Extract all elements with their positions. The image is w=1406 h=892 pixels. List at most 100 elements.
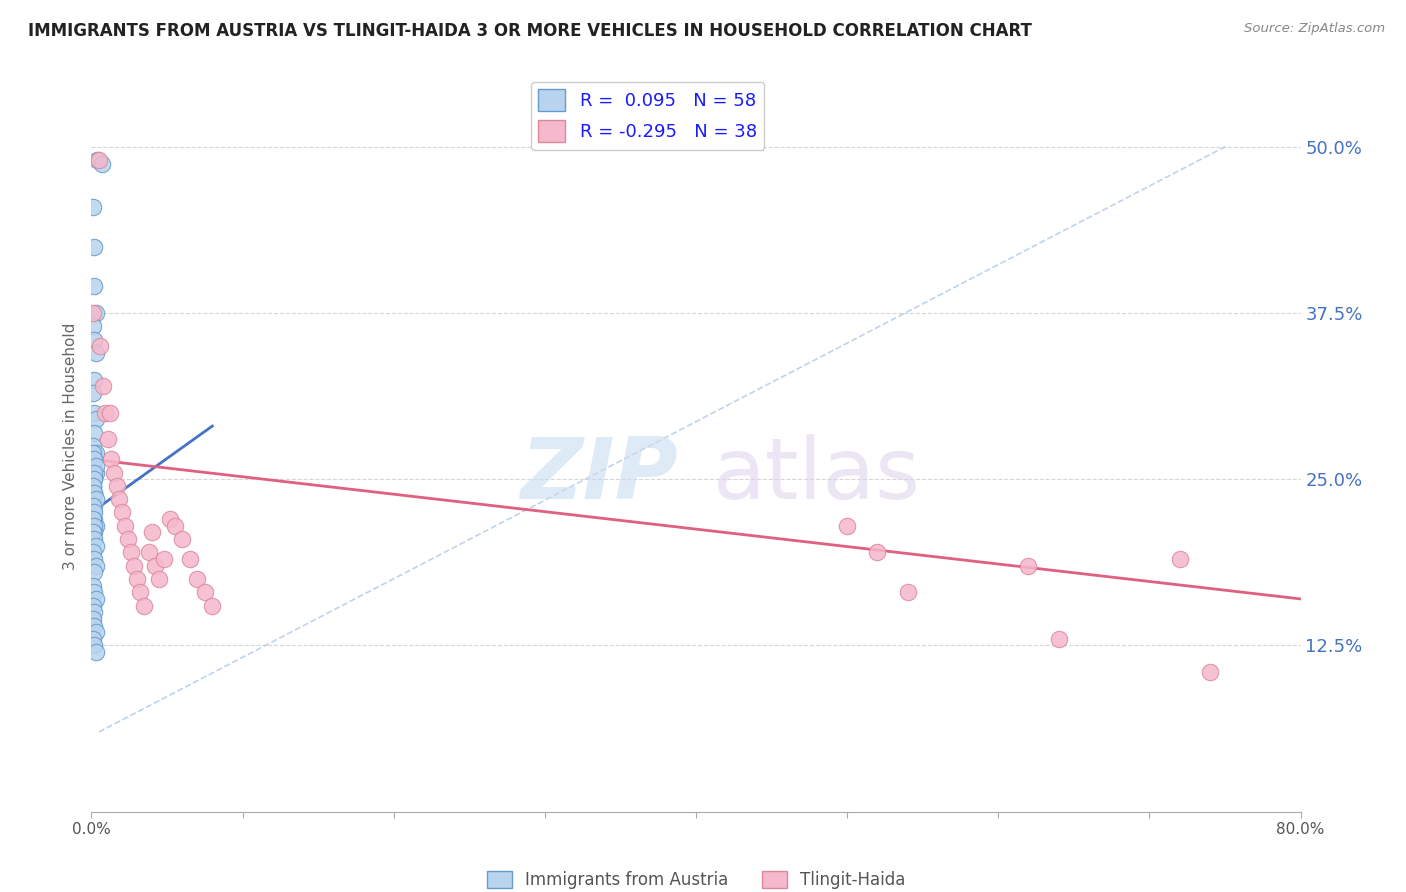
Point bbox=[83, 239, 105, 253]
Point bbox=[82, 632, 104, 646]
Point bbox=[83, 525, 105, 540]
Point bbox=[83, 532, 105, 546]
Point bbox=[82, 200, 104, 214]
Point bbox=[84, 306, 107, 320]
Point bbox=[128, 585, 150, 599]
Point bbox=[83, 605, 105, 619]
Point bbox=[84, 458, 107, 473]
Point bbox=[82, 525, 104, 540]
Point bbox=[83, 406, 105, 420]
Point bbox=[82, 445, 104, 459]
Point bbox=[897, 585, 920, 599]
Point bbox=[1018, 558, 1040, 573]
Point bbox=[83, 552, 105, 566]
Point bbox=[82, 306, 104, 320]
Point bbox=[83, 372, 105, 386]
Point bbox=[138, 545, 160, 559]
Point bbox=[134, 599, 156, 613]
Point bbox=[83, 499, 105, 513]
Point bbox=[83, 512, 105, 526]
Point bbox=[83, 566, 105, 580]
Point bbox=[82, 612, 104, 626]
Point bbox=[1047, 632, 1070, 646]
Point bbox=[107, 492, 129, 507]
Point bbox=[82, 579, 104, 593]
Point bbox=[1198, 665, 1220, 679]
Point bbox=[82, 479, 104, 493]
Point bbox=[83, 639, 105, 653]
Y-axis label: 3 or more Vehicles in Household: 3 or more Vehicles in Household bbox=[63, 322, 79, 570]
Point bbox=[186, 572, 208, 586]
Point bbox=[98, 406, 121, 420]
Point bbox=[82, 439, 104, 453]
Point bbox=[1168, 552, 1191, 566]
Point bbox=[84, 412, 107, 426]
Point bbox=[83, 333, 105, 347]
Point bbox=[163, 518, 186, 533]
Point bbox=[84, 492, 107, 507]
Point bbox=[82, 385, 104, 400]
Point bbox=[82, 512, 104, 526]
Point bbox=[94, 406, 117, 420]
Point bbox=[83, 485, 105, 500]
Point bbox=[153, 552, 176, 566]
Point bbox=[83, 506, 105, 520]
Point bbox=[84, 518, 107, 533]
Point bbox=[84, 625, 107, 640]
Point bbox=[82, 319, 104, 334]
Point bbox=[83, 485, 105, 500]
Point bbox=[84, 591, 107, 606]
Point bbox=[82, 599, 104, 613]
Point bbox=[82, 499, 104, 513]
Point bbox=[87, 153, 110, 167]
Point bbox=[83, 425, 105, 440]
Point bbox=[148, 572, 170, 586]
Point bbox=[83, 452, 105, 467]
Text: atlas: atlas bbox=[713, 434, 921, 516]
Point bbox=[82, 458, 104, 473]
Point bbox=[82, 506, 104, 520]
Point bbox=[97, 433, 120, 447]
Point bbox=[84, 645, 107, 659]
Point bbox=[120, 545, 142, 559]
Text: Source: ZipAtlas.com: Source: ZipAtlas.com bbox=[1244, 22, 1385, 36]
Point bbox=[201, 599, 224, 613]
Point bbox=[83, 518, 105, 533]
Point bbox=[83, 472, 105, 486]
Point bbox=[83, 452, 105, 467]
Point bbox=[83, 472, 105, 486]
Text: ZIP: ZIP bbox=[520, 434, 678, 516]
Point bbox=[83, 466, 105, 480]
Point bbox=[114, 518, 136, 533]
Point bbox=[84, 445, 107, 459]
Text: IMMIGRANTS FROM AUSTRIA VS TLINGIT-HAIDA 3 OR MORE VEHICLES IN HOUSEHOLD CORRELA: IMMIGRANTS FROM AUSTRIA VS TLINGIT-HAIDA… bbox=[28, 22, 1032, 40]
Point bbox=[100, 452, 122, 467]
Point bbox=[194, 585, 217, 599]
Point bbox=[117, 532, 139, 546]
Point bbox=[86, 153, 108, 167]
Point bbox=[84, 466, 107, 480]
Point bbox=[91, 157, 114, 171]
Point bbox=[84, 346, 107, 360]
Point bbox=[83, 618, 105, 632]
Point bbox=[89, 339, 111, 353]
Point bbox=[122, 558, 145, 573]
Point bbox=[179, 552, 201, 566]
Point bbox=[103, 466, 125, 480]
Point bbox=[93, 379, 115, 393]
Point bbox=[866, 545, 889, 559]
Point bbox=[835, 518, 858, 533]
Point bbox=[84, 539, 107, 553]
Legend: Immigrants from Austria, Tlingit-Haida: Immigrants from Austria, Tlingit-Haida bbox=[479, 864, 912, 892]
Point bbox=[111, 506, 132, 520]
Point bbox=[82, 545, 104, 559]
Point bbox=[143, 558, 166, 573]
Point bbox=[83, 585, 105, 599]
Point bbox=[82, 492, 104, 507]
Point bbox=[159, 512, 181, 526]
Point bbox=[82, 479, 104, 493]
Point bbox=[141, 525, 163, 540]
Point bbox=[172, 532, 194, 546]
Point bbox=[125, 572, 148, 586]
Point bbox=[83, 279, 105, 293]
